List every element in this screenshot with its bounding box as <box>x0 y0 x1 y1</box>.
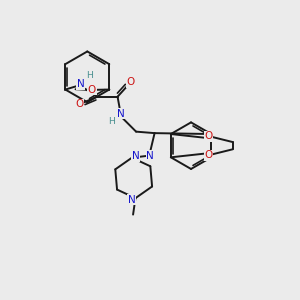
Text: H: H <box>108 117 115 126</box>
Text: N: N <box>132 151 140 161</box>
Text: H: H <box>86 71 93 80</box>
Text: N: N <box>128 195 136 205</box>
Text: O: O <box>75 99 83 109</box>
Text: N: N <box>117 109 125 119</box>
Text: N: N <box>77 79 85 89</box>
Text: O: O <box>88 85 96 95</box>
Text: N: N <box>146 151 154 160</box>
Text: O: O <box>205 150 213 160</box>
Text: O: O <box>205 131 213 141</box>
Text: O: O <box>126 77 134 87</box>
